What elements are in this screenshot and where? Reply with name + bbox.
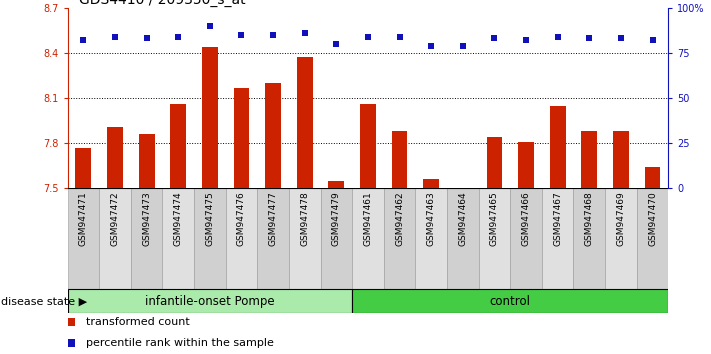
Point xyxy=(109,34,121,40)
Text: transformed count: transformed count xyxy=(85,317,189,327)
Bar xyxy=(75,148,91,188)
Point xyxy=(488,36,500,41)
Bar xyxy=(328,181,344,188)
Text: GSM947477: GSM947477 xyxy=(269,192,277,246)
Text: GSM947464: GSM947464 xyxy=(459,192,467,246)
Point xyxy=(236,32,247,38)
Bar xyxy=(392,131,407,188)
Bar xyxy=(582,131,597,188)
Point xyxy=(394,34,405,40)
Bar xyxy=(605,188,637,289)
Text: GSM947476: GSM947476 xyxy=(237,192,246,246)
Text: percentile rank within the sample: percentile rank within the sample xyxy=(85,338,274,348)
Point xyxy=(299,30,311,36)
Bar xyxy=(162,188,194,289)
Point xyxy=(520,38,532,43)
Bar xyxy=(518,142,534,188)
Point xyxy=(425,43,437,48)
Point xyxy=(584,36,595,41)
Point xyxy=(141,36,152,41)
Text: GSM947473: GSM947473 xyxy=(142,192,151,246)
Bar xyxy=(479,188,510,289)
Text: GSM947467: GSM947467 xyxy=(553,192,562,246)
Text: GSM947468: GSM947468 xyxy=(584,192,594,246)
Bar xyxy=(447,188,479,289)
Bar xyxy=(637,188,668,289)
Bar xyxy=(352,289,668,313)
Text: GSM947472: GSM947472 xyxy=(110,192,119,246)
Point xyxy=(615,36,626,41)
Bar xyxy=(99,188,131,289)
Text: GSM947469: GSM947469 xyxy=(616,192,626,246)
Bar xyxy=(257,188,289,289)
Text: control: control xyxy=(490,295,530,308)
Text: GSM947466: GSM947466 xyxy=(522,192,530,246)
Bar xyxy=(645,167,661,188)
Point xyxy=(267,32,279,38)
Bar xyxy=(68,188,99,289)
Bar xyxy=(613,131,629,188)
Text: GSM947462: GSM947462 xyxy=(395,192,404,246)
Bar xyxy=(194,188,225,289)
Text: GSM947474: GSM947474 xyxy=(173,192,183,246)
Point xyxy=(647,38,658,43)
Text: GSM947471: GSM947471 xyxy=(79,192,88,246)
Bar xyxy=(384,188,415,289)
Bar xyxy=(202,47,218,188)
Bar xyxy=(415,188,447,289)
Point xyxy=(204,23,215,29)
Point xyxy=(552,34,563,40)
Bar xyxy=(296,57,313,188)
Bar xyxy=(139,134,154,188)
Bar xyxy=(423,179,439,188)
Text: disease state ▶: disease state ▶ xyxy=(1,296,87,306)
Point xyxy=(173,34,184,40)
Bar xyxy=(68,289,352,313)
Bar xyxy=(233,87,250,188)
Bar xyxy=(321,188,352,289)
Text: infantile-onset Pompe: infantile-onset Pompe xyxy=(145,295,274,308)
Bar xyxy=(289,188,321,289)
Text: GSM947463: GSM947463 xyxy=(427,192,436,246)
Point xyxy=(331,41,342,47)
Bar xyxy=(352,188,384,289)
Point xyxy=(457,43,469,48)
Bar xyxy=(510,188,542,289)
Bar xyxy=(225,188,257,289)
Bar xyxy=(171,104,186,188)
Bar xyxy=(107,127,123,188)
Bar xyxy=(265,83,281,188)
Text: GDS4410 / 209350_s_at: GDS4410 / 209350_s_at xyxy=(79,0,245,7)
Bar xyxy=(360,104,376,188)
Text: GSM947479: GSM947479 xyxy=(332,192,341,246)
Text: GSM947470: GSM947470 xyxy=(648,192,657,246)
Text: GSM947478: GSM947478 xyxy=(300,192,309,246)
Bar xyxy=(550,105,565,188)
Bar xyxy=(486,137,503,188)
Bar xyxy=(542,188,574,289)
Text: GSM947465: GSM947465 xyxy=(490,192,499,246)
Text: GSM947461: GSM947461 xyxy=(363,192,373,246)
Bar xyxy=(574,188,605,289)
Bar xyxy=(131,188,162,289)
Point xyxy=(362,34,374,40)
Point xyxy=(77,38,89,43)
Text: GSM947475: GSM947475 xyxy=(205,192,214,246)
